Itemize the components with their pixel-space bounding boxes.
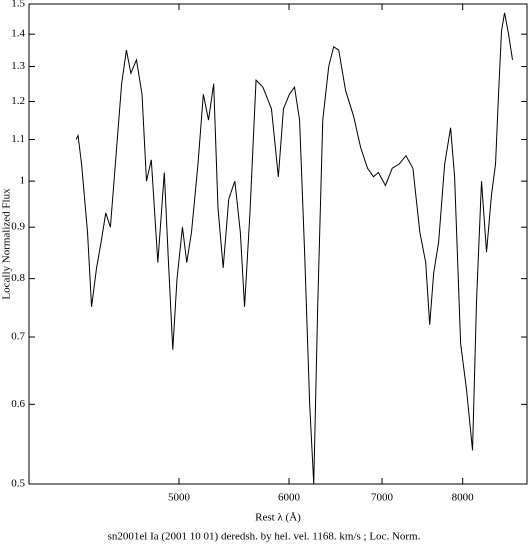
x-tick-label: 7000 (371, 492, 394, 504)
y-tick-label: 1 (20, 175, 26, 187)
y-tick-label: 1.3 (11, 60, 25, 72)
x-tick-label: 6000 (278, 492, 301, 504)
y-tick-label: 1.5 (11, 0, 25, 10)
y-tick-label: 1.1 (11, 133, 25, 145)
x-tick-label: 8000 (452, 492, 475, 504)
plot-frame (28, 3, 528, 485)
y-tick-label: 0.8 (11, 272, 25, 284)
chart-title: sn2001el Ia (2001 10 01) deredsh. by hel… (108, 531, 421, 543)
y-tick-label: 1.4 (11, 28, 25, 40)
y-tick-label: 0.9 (11, 221, 25, 233)
x-tick-label: 5000 (168, 492, 191, 504)
x-axis-label: Rest λ (Å) (255, 512, 301, 524)
y-tick-label: 0.7 (11, 331, 25, 343)
y-tick-label: 0.5 (11, 478, 25, 490)
spectrum-line (75, 12, 514, 485)
y-tick-label: 1.2 (11, 95, 25, 107)
y-axis-label: Locally Normalized Flux (1, 188, 13, 300)
y-tick-label: 0.6 (11, 398, 25, 410)
